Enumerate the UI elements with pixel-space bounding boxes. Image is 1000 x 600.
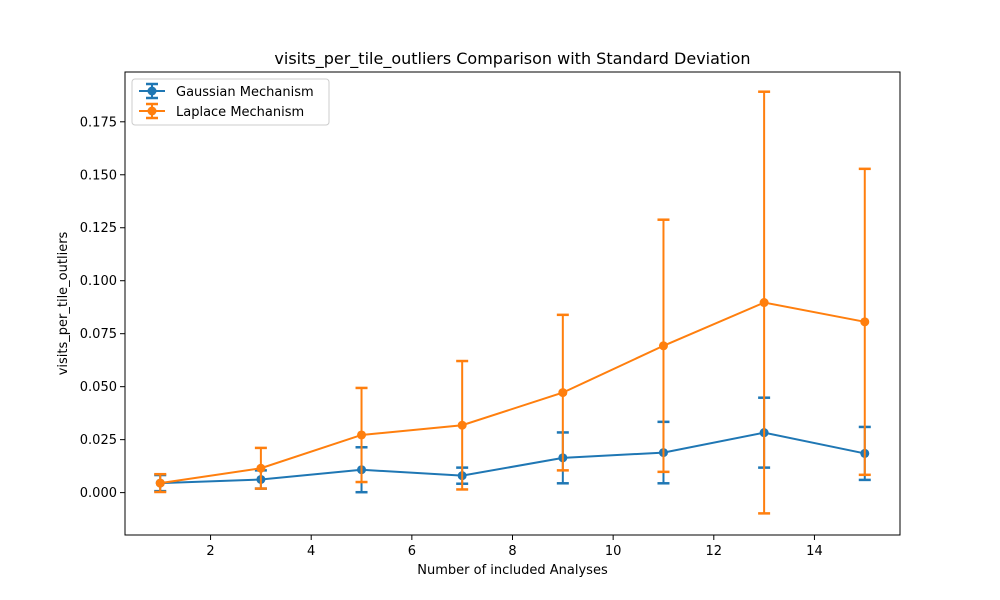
legend-item: Laplace Mechanism — [139, 102, 304, 120]
legend-label: Laplace Mechanism — [176, 105, 304, 120]
legend-box — [131, 78, 330, 126]
legend-label: Gaussian Mechanism — [176, 85, 314, 100]
y-tick-label: 0.125 — [80, 221, 117, 236]
chart-title: visits_per_tile_outliers Comparison with… — [274, 49, 750, 69]
x-axis-ticks: 2 4 6 8 10 12 14 — [206, 535, 823, 559]
x-tick-label: 4 — [307, 544, 315, 559]
data-point — [155, 478, 165, 488]
plot-frame — [124, 71, 901, 536]
x-tick-label: 6 — [408, 544, 416, 559]
x-tick-label: 10 — [605, 544, 622, 559]
legend-marker — [147, 86, 157, 96]
data-point — [860, 317, 870, 327]
plot-content — [154, 90, 871, 515]
x-tick-label: 14 — [806, 544, 823, 559]
data-point — [457, 420, 467, 430]
y-tick-label: 0.025 — [80, 433, 117, 448]
x-axis-title: Number of included Analyses — [417, 563, 608, 578]
data-point — [558, 388, 568, 398]
y-tick-label: 0.075 — [80, 327, 117, 342]
data-point — [256, 463, 266, 473]
series-line — [160, 301, 865, 485]
y-tick-label: 0.000 — [80, 486, 117, 501]
y-axis-ticks: 0.000 0.025 0.050 0.075 0.100 0.125 0.150 0.175 — [80, 115, 125, 501]
legend-item: Gaussian Mechanism — [139, 82, 314, 100]
x-tick-label: 2 — [206, 544, 214, 559]
data-point — [357, 430, 367, 440]
x-tick-label: 12 — [706, 544, 723, 559]
legend-marker — [147, 106, 157, 116]
legend: Gaussian Mechanism Laplace Mechanism — [131, 78, 330, 126]
y-tick-label: 0.050 — [80, 380, 117, 395]
y-axis-title: visits_per_tile_outliers — [56, 231, 71, 375]
data-point — [759, 298, 769, 308]
series-1 — [154, 90, 871, 515]
y-tick-label: 0.100 — [80, 274, 117, 289]
x-tick-label: 8 — [508, 544, 516, 559]
series-line — [160, 431, 865, 485]
data-point — [658, 341, 668, 351]
y-tick-label: 0.175 — [80, 115, 117, 130]
y-tick-label: 0.150 — [80, 168, 117, 183]
